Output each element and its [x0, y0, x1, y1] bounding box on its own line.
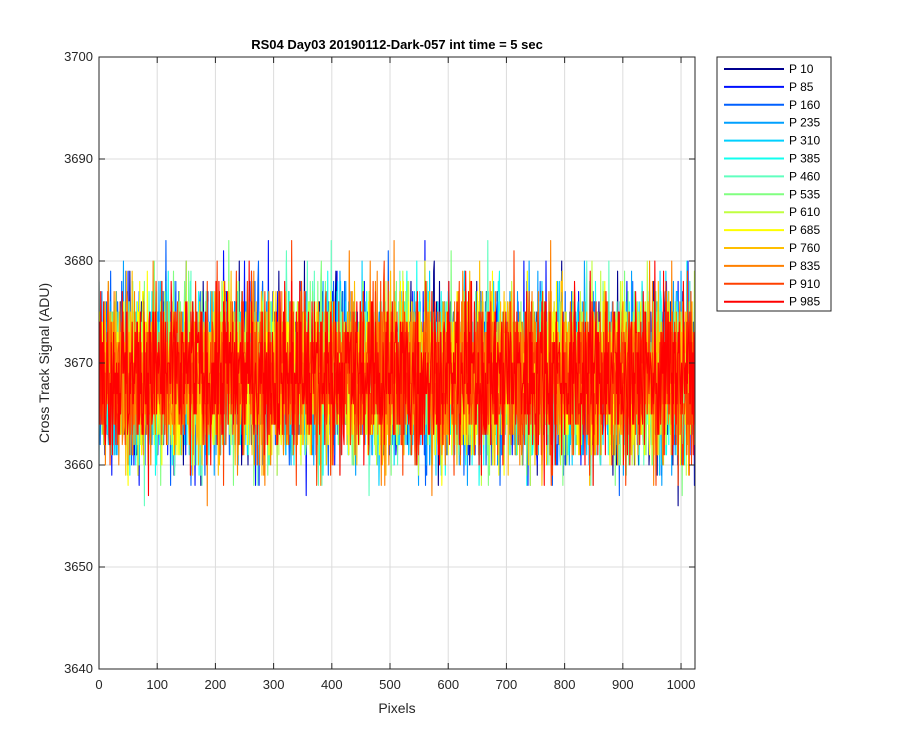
legend-entry: P 85 — [789, 80, 814, 94]
x-tick-label: 0 — [95, 677, 102, 692]
x-tick-label: 600 — [437, 677, 459, 692]
x-tick-label: 900 — [612, 677, 634, 692]
x-tick-label: 800 — [554, 677, 576, 692]
legend-entry: P 985 — [789, 295, 820, 309]
y-tick-label: 3680 — [64, 253, 93, 268]
legend-entry: P 610 — [789, 205, 820, 219]
series-layer — [99, 240, 695, 507]
x-axis-label: Pixels — [378, 700, 415, 716]
legend-entry: P 685 — [789, 223, 820, 237]
y-tick-label: 3640 — [64, 661, 93, 676]
x-tick-label: 200 — [205, 677, 227, 692]
x-tick-label: 100 — [146, 677, 168, 692]
series-line-p-910 — [99, 240, 695, 486]
legend-entry: P 10 — [789, 62, 814, 76]
x-tick-label: 1000 — [667, 677, 696, 692]
y-tick-label: 3670 — [64, 355, 93, 370]
legend-entry: P 460 — [789, 169, 820, 183]
x-tick-label: 700 — [496, 677, 518, 692]
legend-entry: P 235 — [789, 116, 820, 130]
x-tick-label: 400 — [321, 677, 343, 692]
legend-entry: P 835 — [789, 259, 820, 273]
legend-entry: P 385 — [789, 152, 820, 166]
legend: P 10 P 85 P 160 P 235 P 310 P 385 P 460 P 535 P … — [716, 56, 832, 312]
x-tick-label: 500 — [379, 677, 401, 692]
y-tick-label: 3700 — [64, 49, 93, 64]
y-axis: 3640 3650 3660 3670 3680 3690 3700 — [64, 49, 695, 676]
y-tick-label: 3690 — [64, 151, 93, 166]
legend-entry: P 310 — [789, 134, 820, 148]
series-line-p-985 — [99, 260, 695, 497]
x-tick-label: 300 — [263, 677, 285, 692]
y-tick-label: 3660 — [64, 457, 93, 472]
legend-entry: P 535 — [789, 187, 820, 201]
chart-title: RS04 Day03 20190112-Dark-057 int time = … — [251, 37, 543, 52]
legend-box — [716, 56, 832, 312]
y-axis-label: Cross Track Signal (ADU) — [36, 283, 52, 443]
legend-entry: P 760 — [789, 241, 820, 255]
y-tick-label: 3650 — [64, 559, 93, 574]
x-axis: 0 100 200 300 400 500 600 700 800 900 1000 — [95, 57, 695, 692]
legend-entry: P 910 — [789, 277, 820, 291]
legend-entry: P 160 — [789, 98, 820, 112]
